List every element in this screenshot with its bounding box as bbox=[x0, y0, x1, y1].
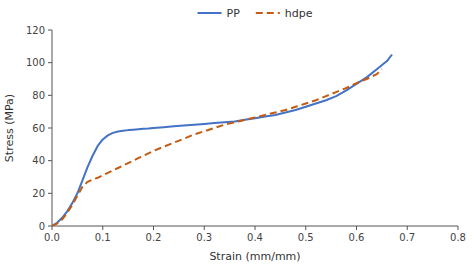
x-tick-label: 0.0 bbox=[44, 232, 60, 243]
y-tick bbox=[48, 30, 52, 31]
legend-label: PP bbox=[227, 7, 241, 20]
y-tick-label: 100 bbox=[26, 57, 45, 68]
x-tick bbox=[305, 226, 306, 230]
axes: 0.0 0.1 0.2 0.3 0.4 0.5 0.6 0.7 0.8 0 20 40 60 80 100 1… bbox=[26, 25, 466, 244]
y-tick bbox=[48, 226, 52, 227]
y-axis-label: Stress (MPa) bbox=[3, 94, 16, 162]
x-tick-label: 0.1 bbox=[95, 232, 111, 243]
y-tick bbox=[48, 95, 52, 96]
x-tick bbox=[356, 226, 357, 230]
legend-item: PP bbox=[198, 7, 241, 20]
y-tick-label: 60 bbox=[32, 123, 45, 134]
y-tick bbox=[48, 62, 52, 63]
plot-area bbox=[52, 55, 392, 227]
x-tick-label: 0.8 bbox=[450, 232, 466, 243]
legend-item: hdpe bbox=[256, 7, 313, 20]
x-tick bbox=[153, 226, 154, 230]
series-line bbox=[52, 55, 392, 227]
y-tick bbox=[48, 160, 52, 161]
y-tick-label: 80 bbox=[32, 90, 45, 101]
series-line bbox=[52, 69, 382, 226]
x-tick bbox=[52, 226, 53, 230]
legend-swatch bbox=[256, 12, 280, 14]
x-tick-label: 0.2 bbox=[146, 232, 162, 243]
x-tick-label: 0.7 bbox=[399, 232, 415, 243]
y-tick-label: 40 bbox=[32, 155, 45, 166]
x-tick bbox=[102, 226, 103, 230]
x-tick bbox=[407, 226, 408, 230]
x-tick bbox=[255, 226, 256, 230]
y-tick bbox=[48, 128, 52, 129]
x-tick bbox=[204, 226, 205, 230]
y-tick bbox=[48, 193, 52, 194]
legend-swatch bbox=[198, 12, 222, 14]
y-tick-label: 20 bbox=[32, 188, 45, 199]
y-tick-label: 0 bbox=[39, 221, 45, 232]
x-tick-label: 0.4 bbox=[247, 232, 263, 243]
x-tick-label: 0.5 bbox=[298, 232, 314, 243]
legend: PP hdpe bbox=[198, 7, 313, 20]
x-tick bbox=[458, 226, 459, 230]
y-tick-label: 120 bbox=[26, 25, 45, 36]
x-tick-label: 0.6 bbox=[349, 232, 365, 243]
x-tick-label: 0.3 bbox=[196, 232, 212, 243]
legend-label: hdpe bbox=[285, 7, 313, 20]
chart: 0.0 0.1 0.2 0.3 0.4 0.5 0.6 0.7 0.8 0 20 40 60 80 100 1… bbox=[0, 0, 474, 266]
x-axis-label: Strain (mm/mm) bbox=[209, 250, 300, 263]
